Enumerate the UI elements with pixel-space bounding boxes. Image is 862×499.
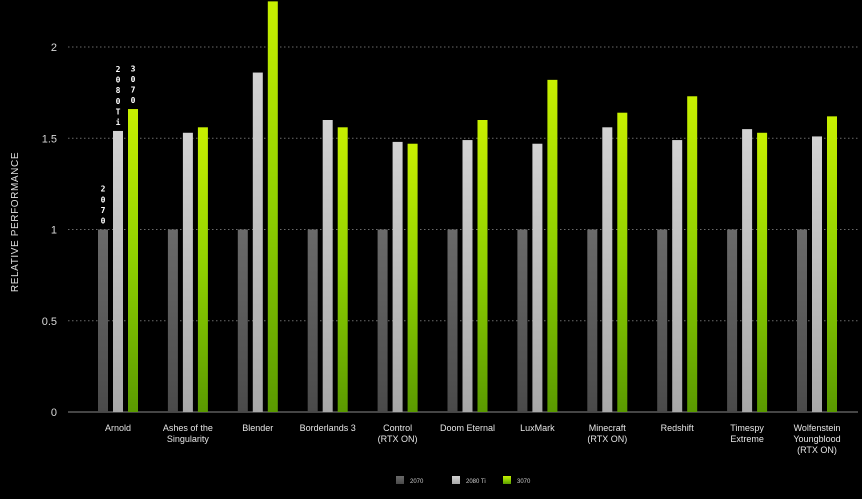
y-tick-label: 2 xyxy=(51,42,57,54)
x-tick-label: Control (RTX ON) xyxy=(378,423,418,444)
bar-3070 xyxy=(757,132,768,412)
x-tick-label: Minecraft (RTX ON) xyxy=(587,423,627,444)
bar-2080ti xyxy=(742,129,753,412)
bar-3070 xyxy=(267,1,278,412)
bar-3070 xyxy=(407,143,418,412)
bar-2070 xyxy=(98,229,108,412)
y-tick-label: 0 xyxy=(51,407,57,419)
legend-label: 2080 Ti xyxy=(466,479,486,485)
bar-2080ti xyxy=(462,140,473,412)
bar-3070 xyxy=(827,116,837,412)
legend-swatch xyxy=(503,476,511,484)
bar-2080ti xyxy=(182,132,193,412)
bar-3070 xyxy=(197,127,208,413)
x-tick-label: Redshift xyxy=(661,423,695,433)
x-tick-label: Borderlands 3 xyxy=(300,423,356,433)
legend-label: 2070 xyxy=(410,479,424,485)
bar-3070 xyxy=(547,79,558,412)
bar-2070 xyxy=(657,229,668,412)
bar-2070 xyxy=(727,229,738,412)
x-tick-label: LuxMark xyxy=(520,423,555,433)
legend-item: 3070 xyxy=(503,476,531,485)
x-tick-label: Doom Eternal xyxy=(440,423,495,433)
bar-3070 xyxy=(617,112,628,412)
bar-2080ti xyxy=(812,136,822,413)
legend-item: 2080 Ti xyxy=(452,476,486,485)
y-axis-title: RELATIVE PERFORMANCE xyxy=(10,152,21,292)
bar-2070 xyxy=(797,229,807,412)
bar-3070 xyxy=(477,120,488,412)
legend-swatch xyxy=(452,476,460,484)
bar-2070 xyxy=(167,229,178,412)
bar-2070 xyxy=(447,229,458,412)
bar-2070 xyxy=(517,229,528,412)
y-tick-label: 0.5 xyxy=(42,316,57,328)
x-tick-label: Blender xyxy=(242,423,273,433)
legend-item: 2070 xyxy=(396,476,424,485)
bar-2070 xyxy=(237,229,248,412)
bar-3070 xyxy=(337,127,348,413)
bar-2080ti xyxy=(322,120,333,412)
bar-3070 xyxy=(128,109,138,413)
bar-2080ti xyxy=(602,127,613,413)
legend-label: 3070 xyxy=(517,479,531,485)
bar-2070 xyxy=(377,229,388,412)
bar-3070 xyxy=(687,96,698,413)
bar-2070 xyxy=(307,229,318,412)
bar-2080ti xyxy=(672,140,683,412)
bar-2080ti xyxy=(392,141,403,412)
bar-2070 xyxy=(587,229,598,412)
x-tick-label: Timespy Extreme xyxy=(730,423,764,444)
legend-swatch xyxy=(396,476,404,484)
x-tick-label: Wolfenstein Youngblood (RTX ON) xyxy=(793,423,840,455)
bar-2080ti xyxy=(532,143,543,412)
x-tick-label: Ashes of the Singularity xyxy=(163,423,213,444)
bar-2080ti xyxy=(252,72,263,413)
y-tick-label: 1.5 xyxy=(42,133,57,145)
x-tick-label: Arnold xyxy=(105,423,131,433)
y-tick-label: 1 xyxy=(51,225,57,237)
bar-2080ti xyxy=(113,130,123,412)
